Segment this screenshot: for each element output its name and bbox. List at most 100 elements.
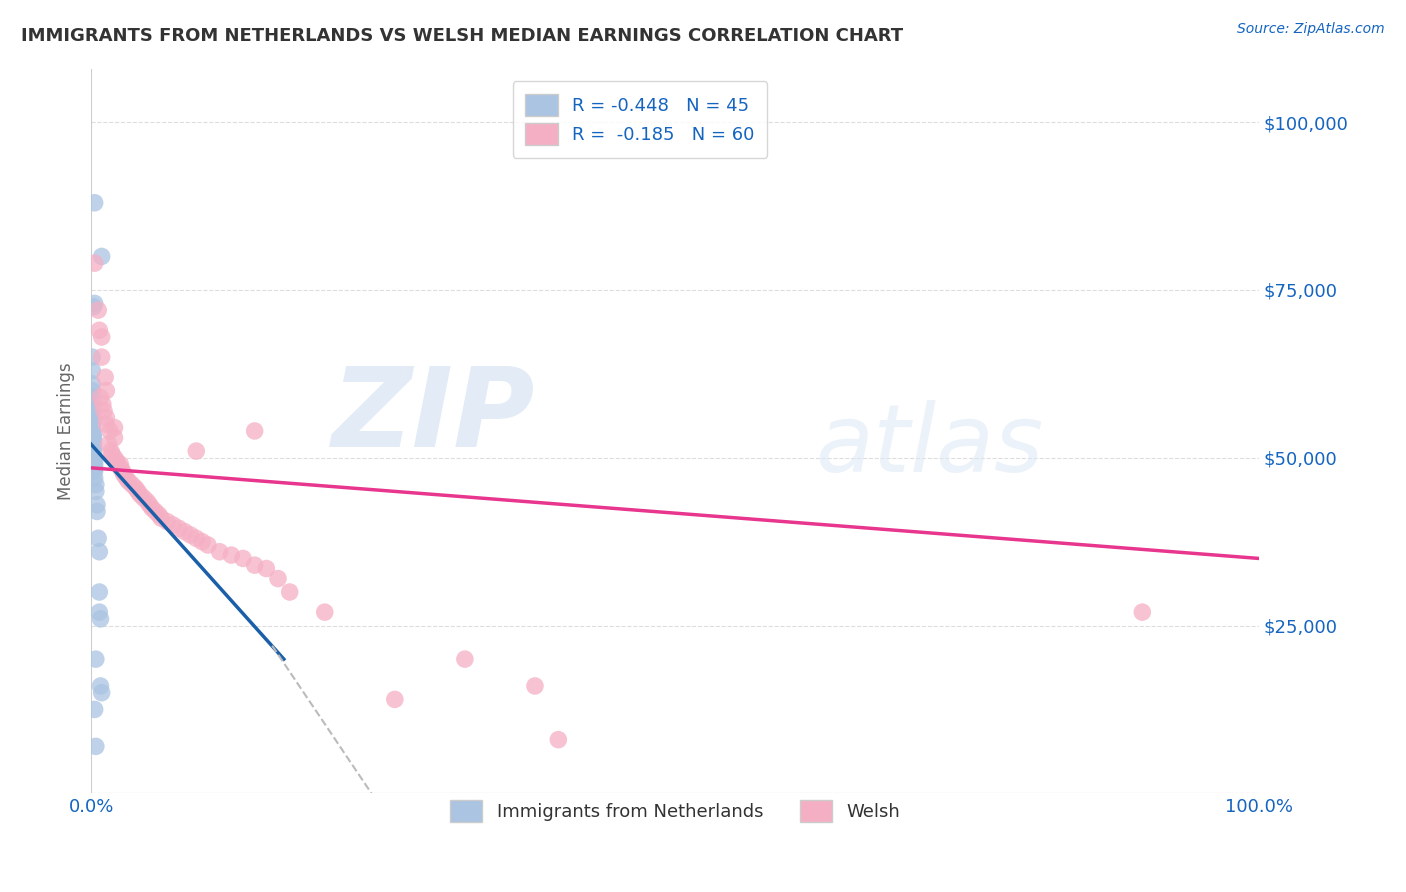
Point (162, 517, 184, 532)
Point (82, 407, 104, 421)
Point (179, 528, 201, 542)
Point (89, 545, 111, 559)
Point (82, 420, 104, 434)
Point (278, 585, 301, 599)
Point (89, 679, 111, 693)
Point (82, 404, 104, 418)
Text: Source: ZipAtlas.com: Source: ZipAtlas.com (1237, 22, 1385, 37)
Point (136, 494, 159, 508)
Point (87, 303, 110, 318)
Text: atlas: atlas (815, 400, 1043, 491)
Point (129, 488, 152, 502)
Point (96, 410, 118, 425)
Point (547, 732, 569, 747)
Point (117, 475, 139, 489)
Point (267, 572, 290, 586)
Point (167, 521, 190, 535)
Point (82, 441, 104, 455)
Point (82, 376, 104, 391)
Point (141, 501, 163, 516)
Point (191, 534, 214, 549)
Point (90, 330, 112, 344)
Point (84, 484, 107, 499)
Point (82, 384, 104, 398)
Text: IMMIGRANTS FROM NETHERLANDS VS WELSH MEDIAN EARNINGS CORRELATION CHART: IMMIGRANTS FROM NETHERLANDS VS WELSH MED… (21, 27, 903, 45)
Point (103, 450, 125, 465)
Point (86, 498, 108, 512)
Point (138, 498, 160, 512)
Point (103, 420, 125, 434)
Point (523, 679, 546, 693)
Point (132, 491, 155, 505)
Point (83, 296, 105, 310)
Point (314, 605, 336, 619)
Point (89, 585, 111, 599)
Point (90, 686, 112, 700)
Point (83, 454, 105, 468)
Point (100, 444, 122, 458)
Point (82, 397, 104, 411)
Text: ZIP: ZIP (332, 363, 534, 470)
Point (90, 350, 112, 364)
Point (150, 511, 173, 525)
Point (84, 477, 107, 491)
Point (208, 545, 231, 559)
Point (82, 401, 104, 415)
Point (101, 447, 124, 461)
Point (82, 414, 104, 428)
Point (83, 458, 105, 472)
Point (103, 431, 125, 445)
Point (173, 524, 195, 539)
Point (83, 256, 105, 270)
Point (105, 454, 128, 468)
Point (96, 417, 118, 432)
Point (148, 508, 170, 522)
Point (124, 481, 146, 495)
Point (197, 538, 219, 552)
Point (115, 471, 138, 485)
Point (84, 739, 107, 754)
Point (156, 515, 179, 529)
Point (111, 464, 134, 478)
Point (91, 397, 114, 411)
Point (221, 548, 243, 562)
Point (454, 652, 477, 666)
Point (243, 424, 266, 438)
Point (93, 404, 115, 418)
Point (1130, 605, 1153, 619)
Point (89, 323, 111, 337)
Point (83, 460, 105, 475)
Point (82, 390, 104, 404)
Point (82, 434, 104, 448)
Point (82, 450, 104, 465)
Point (112, 467, 135, 482)
Point (96, 384, 118, 398)
Point (82, 363, 104, 377)
Point (254, 561, 277, 575)
Point (82, 424, 104, 438)
Point (83, 702, 105, 716)
Point (384, 692, 406, 706)
Y-axis label: Median Earnings: Median Earnings (58, 362, 75, 500)
Point (83, 464, 105, 478)
Point (89, 605, 111, 619)
Point (186, 531, 208, 545)
Point (145, 504, 167, 518)
Point (86, 504, 108, 518)
Point (89, 390, 111, 404)
Point (89, 612, 111, 626)
Point (110, 460, 132, 475)
Point (232, 551, 254, 566)
Point (83, 195, 105, 210)
Point (83, 471, 105, 485)
Point (82, 431, 104, 445)
Point (82, 437, 104, 451)
Point (84, 652, 107, 666)
Point (82, 417, 104, 432)
Point (87, 531, 110, 545)
Point (82, 444, 104, 458)
Point (94, 370, 117, 384)
Point (127, 484, 149, 499)
Point (82, 427, 104, 442)
Point (98, 424, 121, 438)
